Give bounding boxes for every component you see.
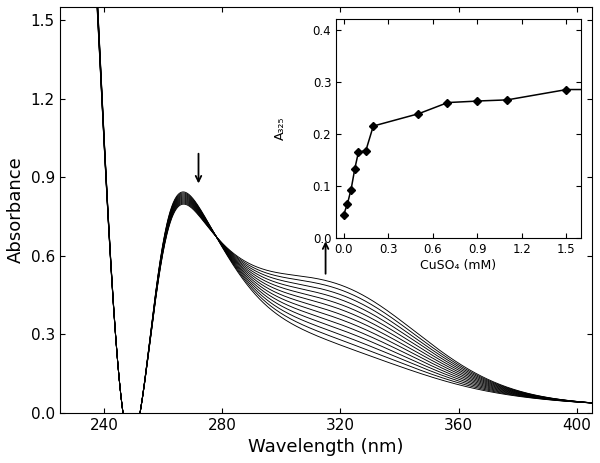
X-axis label: Wavelength (nm): Wavelength (nm) — [248, 438, 403, 456]
Y-axis label: Absorbance: Absorbance — [7, 156, 25, 263]
